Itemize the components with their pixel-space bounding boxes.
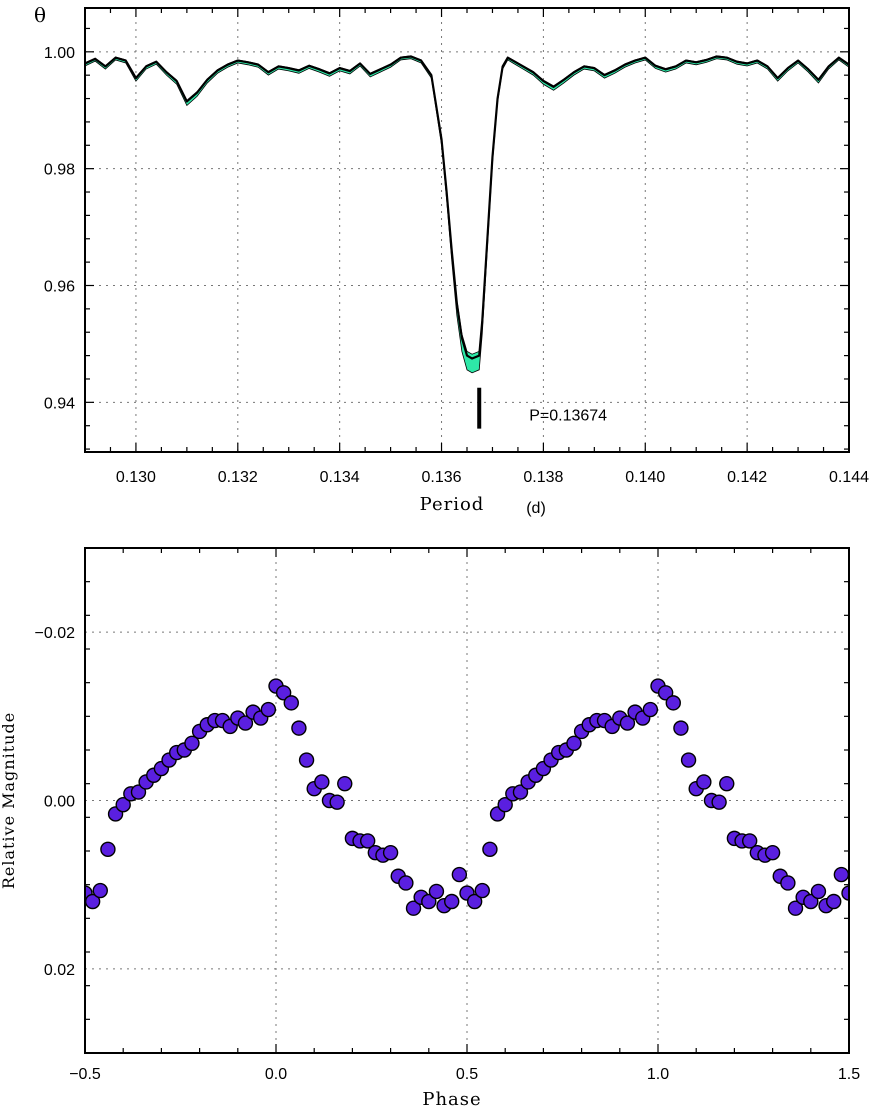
y-tick-label: −0.02 [35,625,76,642]
y-tick-label: 0.96 [44,279,75,296]
data-point [100,841,116,858]
data-point [566,735,582,751]
x-tick-label: 0.0 [265,1066,287,1083]
data-point [92,882,108,899]
data-point [291,720,307,736]
theta-error-band [84,55,850,374]
data-point [673,720,689,736]
period-annotation: P=0.13674 [529,408,607,425]
plot-frame [84,7,850,453]
x-axis-label: Phase [422,1089,481,1110]
data-point [466,893,483,910]
x-tick-label: −0.5 [69,1066,101,1083]
theta-curve [84,55,850,360]
data-point [451,866,468,883]
data-point [810,883,827,900]
data-point [184,735,200,751]
data-point [382,844,399,861]
data-point [329,794,345,810]
data-point [780,875,796,891]
data-point [497,797,513,813]
data-point [657,685,674,701]
y-axis-label: Relative Magnitude [0,712,18,889]
data-point [130,784,147,800]
data-point [421,893,437,910]
y-tick-label: 0.98 [44,162,75,179]
x-tick-label: 0.130 [116,469,156,486]
data-point [826,893,842,910]
data-point [803,893,819,910]
x-tick-label: 0.142 [727,469,767,486]
data-point [275,685,292,701]
data-point [833,866,849,883]
x-tick-label: 0.132 [218,469,258,486]
y-tick-label: 0.94 [44,395,75,412]
x-tick-label: 0.140 [625,469,665,486]
data-point [428,883,445,900]
x-tick-label: 0.5 [456,1066,478,1083]
x-tick-label: 0.138 [523,469,563,486]
x-tick-label: 0.136 [422,469,462,486]
y-tick-label: 1.00 [44,45,75,62]
y-tick-label: 0.02 [44,962,75,979]
data-point [314,774,330,790]
x-tick-label: 0.134 [320,469,360,486]
data-point [741,833,758,849]
data-point [719,775,735,792]
data-point [444,893,460,910]
data-point [398,875,414,891]
data-point [115,797,131,813]
data-point [359,833,376,849]
data-point [283,695,299,711]
x-tick-label: 0.144 [829,469,869,486]
x-axis-unit: (d) [526,500,546,517]
data-point [696,774,712,790]
data-point [711,794,727,810]
data-point [787,900,804,916]
data-point [848,900,849,903]
data-point [337,775,353,792]
data-point [260,701,277,718]
data-point [237,715,254,731]
plot-frame [84,547,850,1054]
data-point [474,882,490,899]
data-point [764,844,781,861]
data-point [298,752,315,768]
data-point [405,900,422,916]
data-point [619,715,636,731]
data-point [680,752,697,768]
y-tick-label: 0.00 [44,794,75,811]
data-point [512,784,529,800]
data-point [482,841,498,858]
periodogram-plot: 0.130 0.132 0.134 0.136 0.138 0.140 0.142 0.144… [34,3,869,517]
data-points [85,678,849,916]
phase-plot: −0.5 0.0 0.5 1.0 1.5 −0.02 0.00 0.02 Phase Relati… [0,547,860,1110]
data-point [85,873,86,876]
y-axis-label: θ [34,3,46,27]
x-tick-label: 1.0 [647,1066,669,1083]
data-point [642,701,659,718]
x-tick-label: 1.5 [838,1066,860,1083]
x-axis-label: Period [420,494,485,515]
data-point [841,885,849,901]
data-point [665,695,681,711]
